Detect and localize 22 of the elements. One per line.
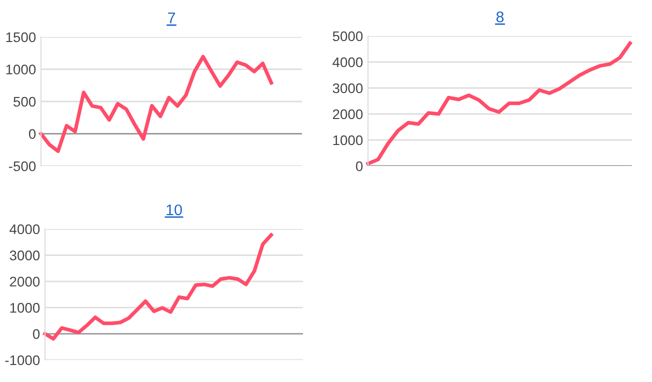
y-tick-label: 5000 <box>332 31 363 42</box>
y-tick-label: 1000 <box>6 64 36 74</box>
y-tick-label: 0 <box>28 129 36 139</box>
line-series <box>39 54 274 153</box>
line-series <box>43 233 273 341</box>
y-tick-label: 0 <box>32 329 40 339</box>
chart-title: 8 <box>496 11 504 22</box>
y-tick-label: 2000 <box>332 109 363 120</box>
y-tick-label: 2000 <box>10 276 40 287</box>
chart-title: 10 <box>166 204 182 216</box>
y-tick-label: 0 <box>356 161 363 172</box>
y-tick-label: 4000 <box>332 57 363 68</box>
y-tick-label: 3000 <box>10 250 40 260</box>
chart-title: 7 <box>168 12 175 24</box>
y-tick-label: 1000 <box>10 302 40 313</box>
y-tick-label: 1000 <box>333 135 363 146</box>
y-tick-label: 1500 <box>6 32 36 42</box>
y-tick-label: -500 <box>8 161 36 172</box>
y-tick-label: 500 <box>14 96 36 107</box>
y-tick-label: 4000 <box>10 224 40 234</box>
y-tick-label: -1000 <box>5 355 40 366</box>
y-tick-label: 3000 <box>332 83 363 94</box>
